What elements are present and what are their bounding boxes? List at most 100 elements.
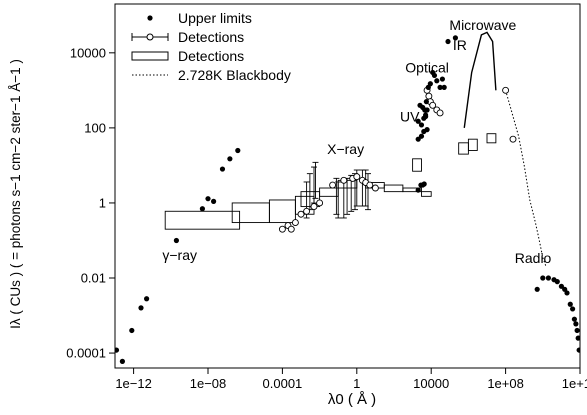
detection-point [340,176,348,184]
upper-limit-point [138,305,144,311]
region-label: IR [453,37,467,53]
legend-label: Upper limits [178,10,252,26]
legend-symbol [131,51,169,61]
y-axis-label: Iλ ( CUs ) ( = photons s−1 cm−2 ster−1 Å… [8,59,23,329]
x-tick-label: 1e−08 [190,376,227,391]
detection-point [278,225,286,233]
region-label: UV [400,108,420,124]
upper-limit-point [219,166,226,172]
upper-limit-point [418,122,425,128]
detection-point [291,219,299,227]
region-label: Microwave [449,17,516,33]
region-label: Optical [405,59,449,75]
upper-limit-point [569,306,576,312]
upper-limit-point [445,38,451,45]
y-tick-label: 10000 [70,45,106,60]
upper-limit-point [227,156,233,162]
detection-point [371,184,379,192]
upper-limit-point [575,335,580,341]
legend-label: 2.728K Blackbody [178,67,291,83]
detection-point [310,203,318,211]
x-axis-label: λ0 ( Å ) [328,391,376,408]
detection-point [297,210,305,218]
upper-limit-point [427,81,433,87]
detection-box [467,138,478,151]
upper-limit-point [418,133,425,139]
detection-point [329,181,337,189]
upper-limit-point [540,275,546,281]
detection-box [421,191,432,197]
upper-limit-point [534,286,540,292]
legend-label: Detections [178,29,244,45]
upper-limit-point [119,358,126,364]
upper-limit-point [576,347,580,353]
upper-limit-point [431,72,438,79]
detection-point [436,109,444,117]
upper-limit-point [173,237,179,244]
legend-symbol [146,33,154,41]
upper-limit-point [571,316,578,322]
detection-point [353,173,361,181]
detection-box [412,158,422,172]
x-tick-label: 0.0001 [263,376,303,391]
upper-limit-point [573,321,579,327]
upper-limit-point [415,118,421,124]
plot-border [114,3,581,369]
legend: Upper limits Detections Detections 2.728K B… [131,10,291,83]
detection-box [231,202,270,224]
detection-point [316,199,324,207]
upper-limit-point [422,107,428,113]
detection-box [458,142,469,155]
upper-limit-point [439,76,445,82]
blackbody-curve [505,90,547,267]
detection-point [366,181,374,189]
upper-limit-point [423,99,429,105]
detection-point [287,225,295,233]
detection-box [402,187,422,193]
legend-symbol [147,15,153,21]
upper-limit-point [423,112,429,118]
x-tick-label: 1e+12 [562,376,587,391]
detection-point [429,101,437,109]
y-tick-label: 100 [84,120,106,135]
detection-box [383,184,404,193]
detection-point [303,207,311,215]
region-label: X−ray [327,141,364,157]
y-tick-label: 1 [99,195,106,210]
region-label: γ−ray [162,247,197,263]
x-tick-label: 1 [353,376,360,391]
detection-point [502,86,510,94]
upper-limit-point [205,196,211,202]
upper-limit-point [567,301,573,307]
detection-box [319,187,339,197]
upper-limit-point [545,275,551,281]
upper-limit-point [235,147,241,154]
upper-limit-point [210,198,217,204]
upper-limit-point [144,296,150,302]
y-axis: 0.0001 0.01 1 100 10000 [66,45,115,361]
upper-limit-point [441,84,447,90]
upper-limit-point [129,327,135,334]
detection-box [164,210,241,230]
upper-limit-point [115,347,120,353]
upper-limit-point [564,290,570,296]
upper-limit-point [437,84,443,90]
detection-box [486,133,497,144]
plot-frame [114,3,581,369]
upper-limit-point [415,187,421,193]
x-axis: 1e−12 1e−08 0.0001 1 10000 1e+08 1e+12 [115,368,587,391]
region-label: Radio [515,250,552,266]
microwave-envelope [463,31,497,128]
upper-limit-point [421,128,427,135]
plot-area [115,31,580,364]
y-tick-label: 0.01 [81,271,106,286]
upper-limit-point [434,78,440,84]
legend-label: Detections [178,48,244,64]
x-tick-label: 1e+08 [487,376,524,391]
x-tick-label: 1e−12 [115,376,152,391]
upper-limit-point [421,181,427,187]
upper-limit-point [452,35,458,41]
detection-point [509,135,517,143]
